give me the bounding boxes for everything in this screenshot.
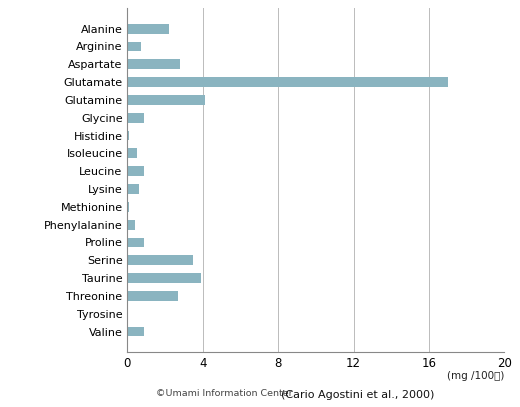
Text: ©Umami Information Center: ©Umami Information Center [156, 389, 293, 398]
Bar [127, 113, 145, 123]
Bar [127, 327, 145, 337]
Bar [127, 77, 448, 87]
Bar [127, 273, 201, 283]
Bar [127, 238, 145, 247]
Bar [127, 202, 129, 212]
Bar [127, 95, 205, 105]
Text: (Cario Agostini et al., 2000): (Cario Agostini et al., 2000) [281, 389, 434, 400]
Bar [127, 184, 139, 194]
Text: (mg /100㎏): (mg /100㎏) [447, 371, 504, 381]
Bar [127, 42, 140, 51]
Bar [127, 131, 129, 140]
Bar [127, 59, 180, 69]
Bar [127, 255, 193, 265]
Bar [127, 24, 169, 33]
Bar [127, 309, 128, 319]
Bar [127, 291, 178, 301]
Bar [127, 149, 137, 158]
Bar [127, 220, 135, 230]
Bar [127, 166, 145, 176]
